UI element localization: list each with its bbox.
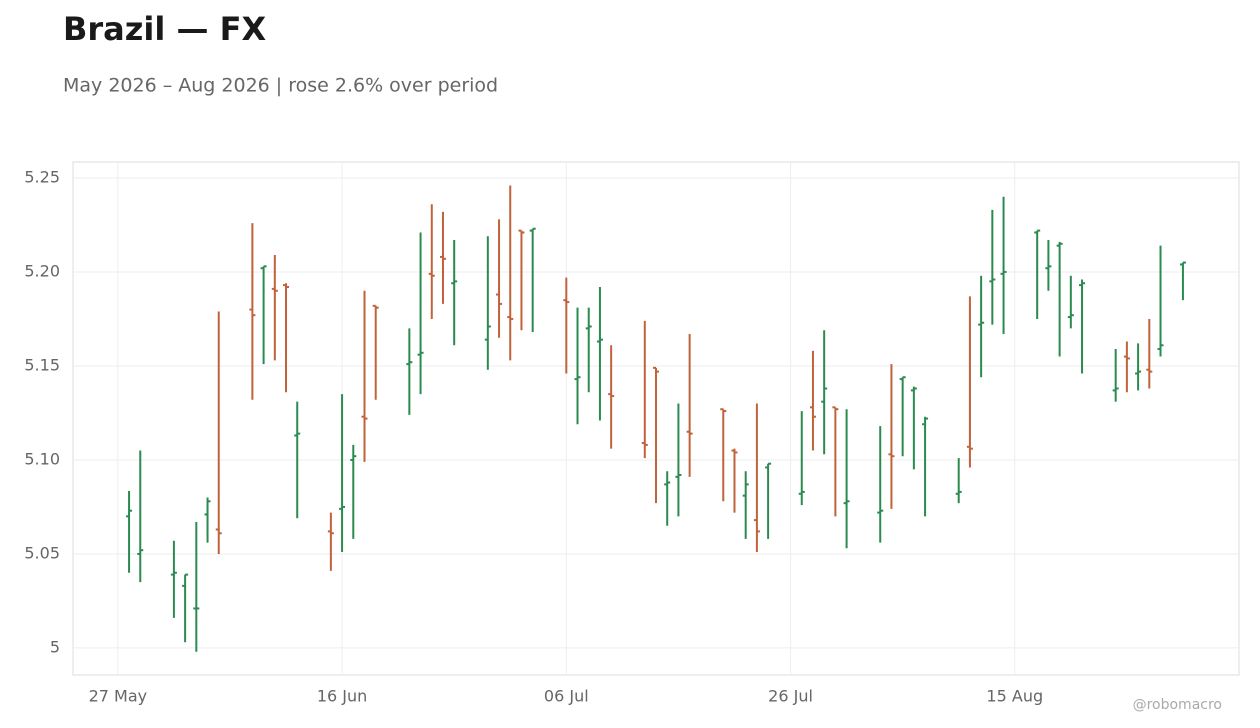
x-tick-label: 15 Aug xyxy=(986,687,1043,706)
y-tick-label: 5.10 xyxy=(24,449,60,468)
y-tick-label: 5.05 xyxy=(24,543,60,562)
watermark: @robomacro xyxy=(1133,697,1222,713)
x-tick-label: 26 Jul xyxy=(768,687,813,706)
chart-subtitle: May 2026 – Aug 2026 | rose 2.6% over per… xyxy=(63,75,498,97)
x-tick-label: 16 Jun xyxy=(317,687,367,706)
plot-frame xyxy=(72,161,1240,676)
x-tick-label: 06 Jul xyxy=(544,687,589,706)
y-tick-label: 5.20 xyxy=(24,261,60,280)
chart-title: Brazil — FX xyxy=(63,10,266,48)
y-tick-label: 5 xyxy=(50,637,60,656)
y-tick-label: 5.25 xyxy=(24,167,60,186)
y-tick-label: 5.15 xyxy=(24,355,60,374)
x-tick-label: 27 May xyxy=(89,687,148,706)
